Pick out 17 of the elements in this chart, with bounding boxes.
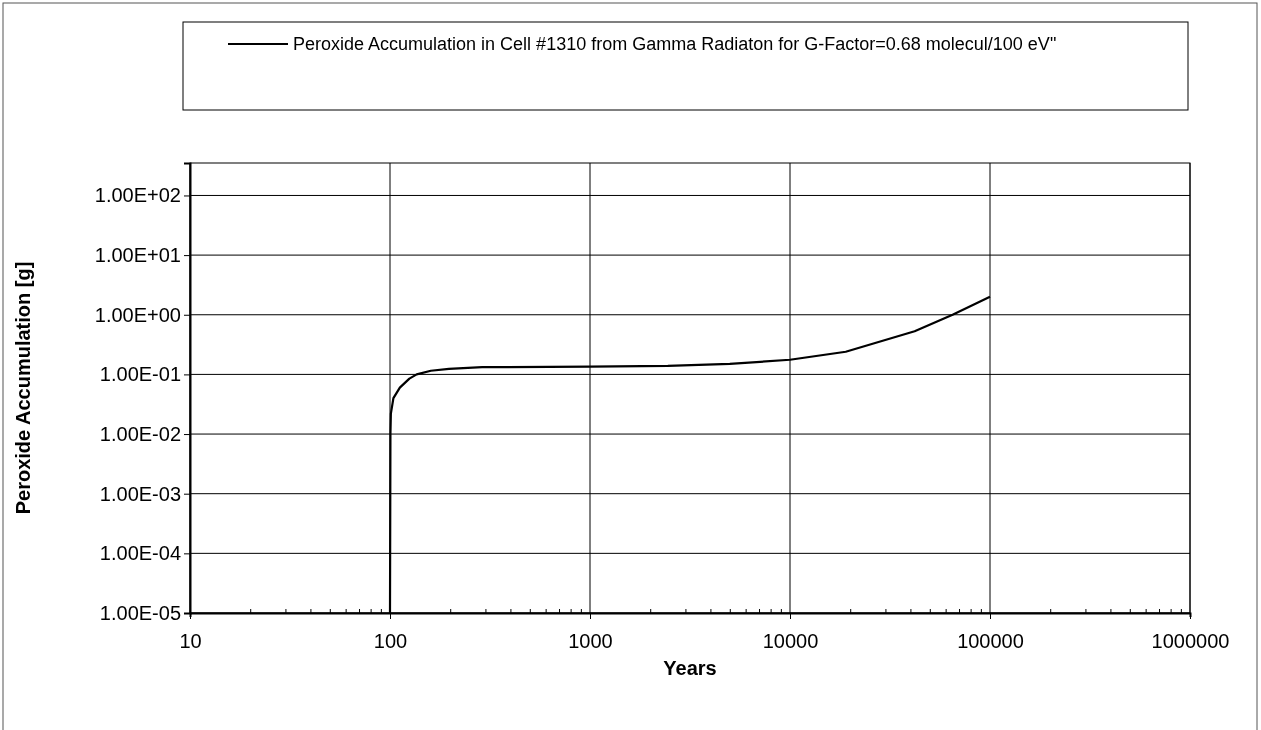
y-tick-label: 1.00E+00 bbox=[94, 303, 181, 326]
legend-label: Peroxide Accumulation in Cell #1310 from Gamma Radiaton for G-Factor=0.68 molecul/100 eV" bbox=[293, 34, 1057, 54]
y-tick-label: 1.00E-05 bbox=[99, 601, 181, 624]
y-axis-title: Peroxide Accumulation [g] bbox=[12, 261, 34, 515]
x-tick-label: 100000 bbox=[957, 630, 1024, 652]
x-tick-label: 10000 bbox=[762, 630, 819, 652]
x-tick-label: 1000 bbox=[568, 630, 613, 652]
x-tick-label: 10 bbox=[179, 630, 202, 652]
y-tick-label: 1.00E-02 bbox=[99, 422, 181, 445]
x-axis-title: Years bbox=[663, 657, 717, 679]
y-tick-label: 1.00E+02 bbox=[94, 184, 181, 207]
y-tick-label: 1.00E+01 bbox=[94, 244, 181, 266]
x-tick-label: 100 bbox=[373, 630, 408, 652]
y-tick-label: 1.00E-03 bbox=[99, 482, 181, 505]
y-tick-label: 1.00E-04 bbox=[99, 542, 181, 565]
x-tick-label: 1000000 bbox=[1151, 630, 1230, 652]
y-tick-label: 1.00E-01 bbox=[99, 363, 181, 386]
